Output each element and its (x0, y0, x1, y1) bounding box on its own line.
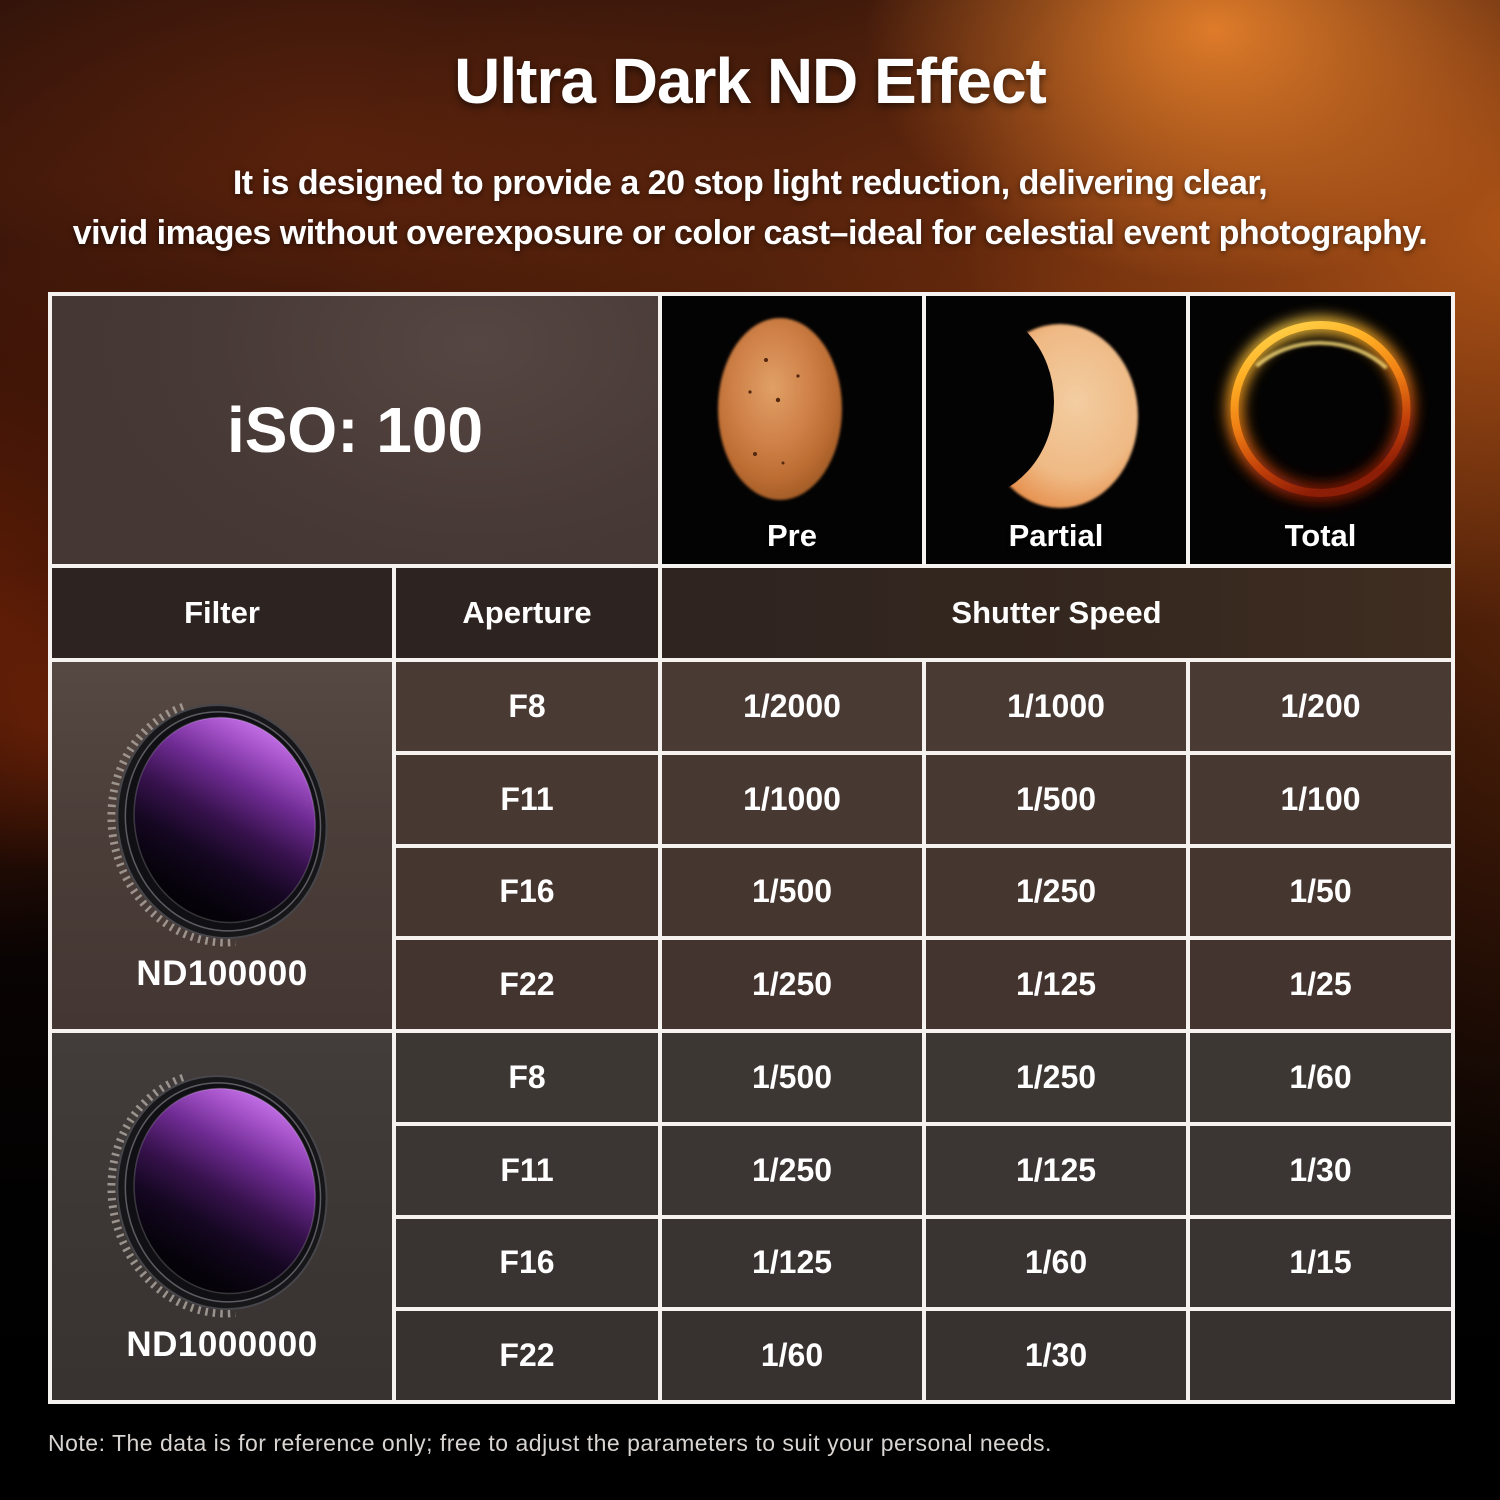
page-subtitle-line2: vivid images without overexposure or col… (72, 214, 1428, 252)
shutter-speed-cell: 1/125 (662, 1218, 922, 1308)
phase-cell-total: Total (1190, 296, 1451, 564)
shutter-speed-cell: 1/250 (662, 940, 922, 1029)
aperture-cell: F16 (396, 847, 658, 937)
shutter-speed-cell: 1/2000 (662, 662, 922, 751)
shutter-speed-cell: 1/25 (1190, 940, 1451, 1029)
total-ring-image (1225, 316, 1416, 502)
phase-cell-partial: Partial (926, 296, 1186, 564)
aperture-cell: F11 (396, 754, 658, 844)
shutter-speed-cell: 1/250 (662, 1125, 922, 1215)
shutter-speed-cell: 1/30 (1190, 1125, 1451, 1215)
column-header-aperture: Aperture (396, 568, 658, 658)
phase-cell-pre: Pre (662, 296, 922, 564)
shutter-speed-cell: 1/250 (926, 1033, 1186, 1122)
filter-name-label: ND1000000 (126, 1325, 318, 1364)
filter-cell-nd1000000: ND1000000 (52, 1033, 392, 1400)
shutter-speed-cell: 1/1000 (662, 754, 922, 844)
shutter-speed-cell: 1/250 (926, 847, 1186, 937)
shutter-speed-cell: 1/15 (1190, 1218, 1451, 1308)
shutter-speed-cell: 1/60 (1190, 1033, 1451, 1122)
page-subtitle: It is designed to provide a 20 stop ligh… (0, 158, 1500, 258)
shutter-speed-cell: 1/100 (1190, 754, 1451, 844)
phase-label-total: Total (1284, 518, 1357, 553)
page-subtitle-line1: It is designed to provide a 20 stop ligh… (232, 164, 1268, 202)
column-header-shutter-speed: Shutter Speed (662, 568, 1451, 658)
shutter-speed-cell: 1/60 (662, 1311, 922, 1400)
filter-name-label: ND100000 (136, 954, 308, 993)
aperture-cell: F8 (396, 662, 658, 751)
shutter-speed-cell: 1/50 (1190, 847, 1451, 937)
page-title: Ultra Dark ND Effect (454, 45, 1047, 117)
nd1000000-filter-image (107, 1068, 328, 1318)
aperture-cell: F22 (396, 940, 658, 1029)
shutter-speed-cell: 1/125 (926, 940, 1186, 1029)
shutter-speed-cell: 1/125 (926, 1125, 1186, 1215)
partial-sun-image (982, 324, 1138, 508)
shutter-speed-cell: 1/1000 (926, 662, 1186, 751)
shutter-speed-cell: 1/500 (662, 847, 922, 937)
filter-cell-nd100000: ND100000 (52, 662, 392, 1029)
aperture-cell: F22 (396, 1311, 658, 1400)
shutter-speed-cell (1190, 1311, 1451, 1400)
shutter-speed-cell: 1/30 (926, 1311, 1186, 1400)
pre-sun-image (718, 318, 842, 500)
nd100000-filter-image (107, 697, 328, 947)
exposure-table: iSO: 100 Pre Partial (48, 292, 1455, 1404)
aperture-cell: F16 (396, 1218, 658, 1308)
iso-cell: iSO: 100 (52, 296, 658, 564)
shutter-speed-cell: 1/200 (1190, 662, 1451, 751)
aperture-cell: F11 (396, 1125, 658, 1215)
phase-label-partial: Partial (1008, 518, 1104, 553)
column-header-filter: Filter (52, 568, 392, 658)
reference-note: Note: The data is for reference only; fr… (48, 1430, 1052, 1456)
shutter-speed-cell: 1/60 (926, 1218, 1186, 1308)
aperture-cell: F8 (396, 1033, 658, 1122)
iso-label: iSO: 100 (226, 394, 484, 466)
phase-label-pre: Pre (767, 518, 817, 553)
shutter-speed-cell: 1/500 (662, 1033, 922, 1122)
shutter-speed-cell: 1/500 (926, 754, 1186, 844)
